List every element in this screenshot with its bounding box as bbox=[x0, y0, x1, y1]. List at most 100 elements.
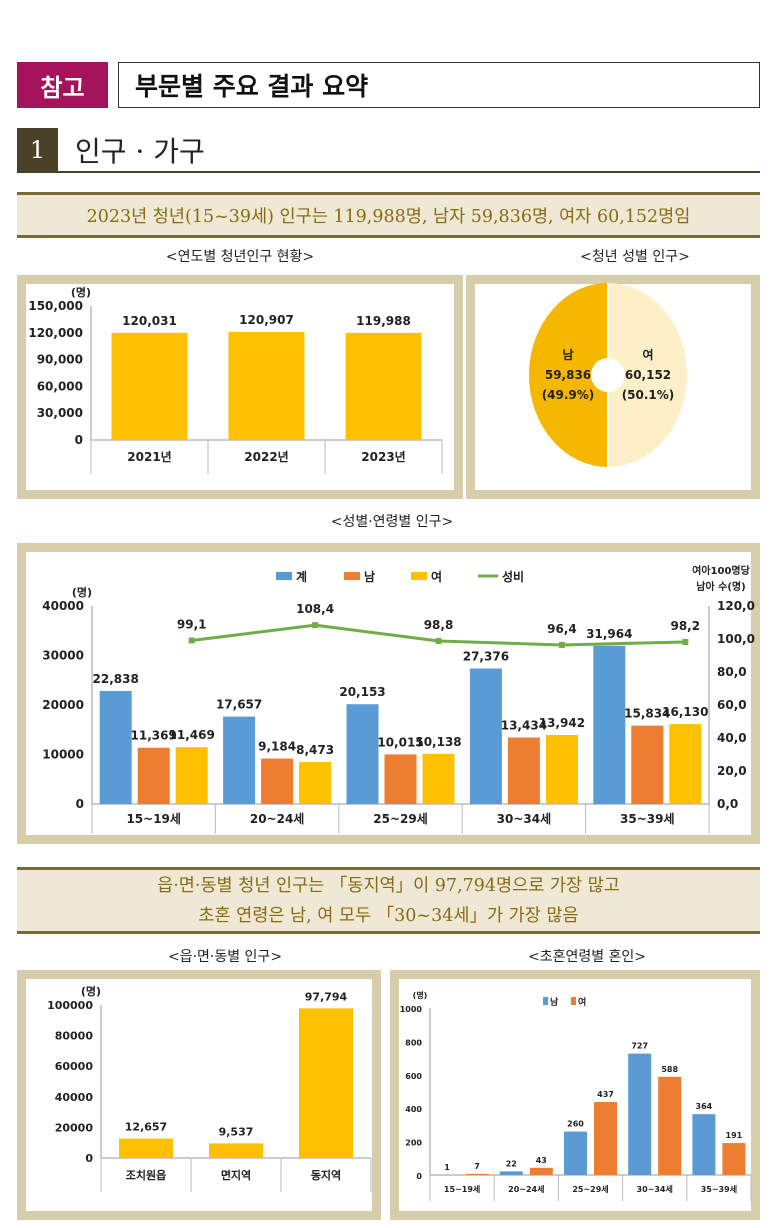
data-label: 10,015 bbox=[377, 735, 423, 749]
data-label: 9,537 bbox=[219, 1125, 254, 1138]
data-label: 364 bbox=[696, 1102, 713, 1111]
data-label: 7 bbox=[474, 1162, 480, 1171]
bar bbox=[99, 690, 132, 804]
bar bbox=[722, 1143, 746, 1175]
sex-ratio-label: 99,1 bbox=[177, 617, 207, 631]
slice-value: 60,152 bbox=[625, 368, 671, 382]
bar bbox=[299, 1008, 353, 1158]
y2-tick-label: 20,0 bbox=[717, 764, 747, 778]
y-axis-unit: (명) bbox=[72, 585, 92, 599]
bar bbox=[137, 747, 170, 804]
data-label: 588 bbox=[661, 1065, 678, 1074]
sex-ratio-marker bbox=[558, 641, 565, 648]
x-category-label: 25~29세 bbox=[373, 811, 428, 826]
summary-line-1: 읍·면·동별 청년 인구는 「동지역」이 97,794명으로 가장 많고 bbox=[157, 875, 620, 896]
data-label: 13,434 bbox=[501, 719, 547, 733]
legend-swatch bbox=[543, 997, 548, 1005]
y-tick-label: 30,000 bbox=[37, 406, 83, 420]
y-tick-label: 40000 bbox=[42, 599, 84, 613]
bar bbox=[692, 1114, 716, 1175]
first-marriage-chart: (명) 0 200 400 600 800 1000 15~19세 20~24세 25~29세 30… bbox=[390, 970, 760, 1220]
y2-tick-label: 120,0 bbox=[717, 599, 755, 613]
y-axis-unit: (명) bbox=[71, 285, 91, 299]
data-label: 20,153 bbox=[339, 685, 385, 699]
chart-caption-age-gender: <성별·연령별 인구> bbox=[330, 514, 454, 530]
data-label: 1 bbox=[444, 1163, 450, 1172]
data-label: 15,834 bbox=[624, 707, 670, 721]
y-tick-label: 60,000 bbox=[37, 379, 83, 393]
y-tick-label: 150,000 bbox=[28, 299, 83, 313]
bar bbox=[299, 762, 332, 804]
data-label: 31,964 bbox=[586, 627, 632, 641]
chart-caption-yearly: <연도별 청년인구 현황> bbox=[165, 249, 315, 265]
y-tick-label: 120,000 bbox=[28, 326, 83, 340]
x-category-label: 35~39세 bbox=[701, 1184, 737, 1194]
bar bbox=[628, 1053, 652, 1175]
page-title: 부문별 주요 결과 요약 bbox=[118, 62, 760, 108]
x-category-label: 동지역 bbox=[311, 1168, 341, 1182]
bar bbox=[499, 1171, 523, 1175]
data-label: 27,376 bbox=[463, 649, 509, 663]
data-label: 727 bbox=[631, 1042, 648, 1051]
bar bbox=[593, 645, 626, 804]
y-tick-label: 600 bbox=[405, 1072, 422, 1081]
sex-ratio-marker bbox=[435, 637, 442, 644]
summary-banner-1: 2023년 청년(15~39세) 인구는 119,988명, 남자 59,836… bbox=[17, 192, 760, 238]
pie-slice-female bbox=[608, 283, 687, 467]
bar bbox=[545, 734, 578, 804]
slice-percent: (50.1%) bbox=[622, 388, 675, 402]
legend-label: 성비 bbox=[502, 569, 524, 584]
chart-caption-area: <읍·면·동별 인구> bbox=[167, 949, 283, 965]
summary-line-2: 초혼 연령은 남, 여 모두 「30~34세」가 가장 많음 bbox=[198, 905, 579, 926]
y-axis-unit: (명) bbox=[413, 990, 428, 1000]
x-category-label: 25~29세 bbox=[572, 1184, 608, 1194]
y-tick-label: 40000 bbox=[55, 1091, 94, 1104]
y-tick-label: 100000 bbox=[47, 999, 93, 1012]
data-label: 22 bbox=[506, 1159, 517, 1168]
y2-tick-label: 40,0 bbox=[717, 731, 747, 745]
bar bbox=[261, 758, 294, 804]
data-label: 17,657 bbox=[216, 698, 262, 712]
sex-ratio-label: 98,8 bbox=[424, 618, 454, 632]
bar bbox=[346, 704, 379, 804]
bar bbox=[594, 1102, 617, 1175]
data-label: 191 bbox=[726, 1131, 743, 1140]
legend-label: 남 bbox=[364, 569, 375, 584]
y-tick-label: 0 bbox=[75, 433, 83, 447]
bar bbox=[209, 1143, 263, 1158]
x-category-label: 15~19세 bbox=[444, 1184, 480, 1194]
bar bbox=[529, 1167, 553, 1175]
bar bbox=[384, 754, 417, 804]
y-tick-label: 0 bbox=[76, 797, 84, 811]
x-category-label: 면지역 bbox=[221, 1168, 251, 1182]
age-gender-chart: (명) 0 10000 20000 30000 40000 15~19세 20~24세 25~2… bbox=[17, 543, 760, 844]
data-label: 260 bbox=[567, 1120, 584, 1129]
summary-text: 2023년 청년(15~39세) 인구는 119,988명, 남자 59,836… bbox=[86, 206, 691, 227]
sex-ratio-label: 108,4 bbox=[296, 602, 334, 616]
bar bbox=[223, 716, 256, 804]
bar bbox=[175, 747, 208, 804]
legend-swatch bbox=[411, 572, 427, 580]
legend-swatch bbox=[344, 572, 360, 580]
y-tick-label: 0 bbox=[416, 1172, 422, 1181]
x-category-label: 30~34세 bbox=[637, 1184, 673, 1194]
bar bbox=[345, 332, 422, 440]
y-tick-label: 400 bbox=[405, 1105, 422, 1114]
data-label: 12,657 bbox=[125, 1121, 167, 1134]
y2-tick-label: 60,0 bbox=[717, 698, 747, 712]
data-label: 43 bbox=[536, 1156, 547, 1165]
pie-hole bbox=[591, 358, 625, 392]
sex-ratio-label: 98,2 bbox=[670, 619, 700, 633]
y-axis-unit: (명) bbox=[81, 984, 101, 998]
pie-slice-male bbox=[529, 283, 608, 467]
reference-badge: 참고 bbox=[17, 62, 108, 108]
y-tick-label: 80000 bbox=[55, 1030, 94, 1043]
gender-pie-chart: 남 59,836 (49.9%) 여 60,152 (50.1%) bbox=[466, 275, 760, 499]
data-label: 11,469 bbox=[169, 728, 215, 742]
x-category-label: 20~24세 bbox=[508, 1184, 544, 1194]
y-tick-label: 90,000 bbox=[37, 353, 83, 367]
area-population-svg: (명) 0 20000 40000 60000 80000 100000 조치원읍 면지역 동지역… bbox=[47, 984, 372, 1192]
x-category-label: 35~39세 bbox=[620, 811, 675, 826]
yearly-population-chart: (명) 0 30,000 60,000 90,000 120,000 150,000 2021… bbox=[17, 275, 463, 499]
gender-pie-svg: 남 59,836 (49.9%) 여 60,152 (50.1%) bbox=[529, 283, 687, 467]
